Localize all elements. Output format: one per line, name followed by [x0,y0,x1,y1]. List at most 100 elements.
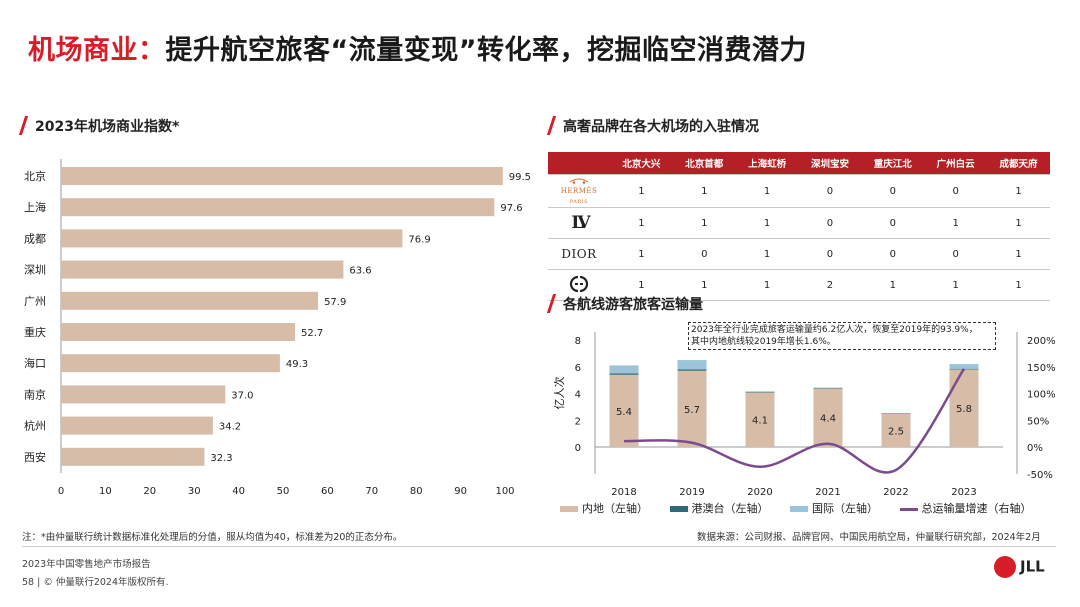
legend-label: 国际（左轴） [812,502,878,515]
bar-segment [813,388,843,447]
traffic-annotation: 2023年全行业完成旅客运输量约6.2亿人次，恢复至2019年的93.9%， 其… [688,322,996,350]
table-cell: 1 [924,207,988,239]
table-cell: 1 [987,238,1050,270]
y-tick-label: 4 [575,390,581,401]
category-label: 海口 [24,356,46,370]
bar-segment [881,413,911,447]
dior-logo-text: DIOR [561,247,597,261]
legend-swatch [669,506,688,512]
table-cell: 1 [987,174,1050,208]
x-tick-label: 100 [495,486,514,497]
footnote: 注：*由仲量联行统计数据标准化处理后的分值，服从均值为40，标准差为20的正态分… [22,532,403,543]
airport-header: 重庆江北 [861,152,925,175]
data-label: 52.7 [301,328,323,339]
hermes-logo-sub: PARIS [569,199,589,205]
traffic-chart: 亿人次 0 2 4 6 8 -50% 0% 50% 100% 150% 200% 5.4 2018 5.7 2… [552,332,1056,498]
x-tick-label: 2023 [951,487,976,498]
bar-segment [609,365,639,374]
data-label: 4.4 [820,414,836,425]
legend-swatch [560,506,578,512]
data-label: 5.7 [684,405,700,416]
data-label: 63.6 [349,266,371,277]
footer-divider [22,546,1056,547]
table-cell: 0 [924,238,988,270]
x-tick-label: 70 [365,486,378,497]
table-cell: 1 [987,207,1050,239]
x-tick-label: 10 [99,486,112,497]
airport-header: 深圳宝安 [798,152,862,175]
page-title: 机场商业：提升航空旅客“流量变现”转化率，挖掘临空消费潜力 [28,28,807,67]
page-title-text: 提升航空旅客“流量变现”转化率，挖掘临空消费潜力 [165,35,807,66]
table-cell: 1 [735,269,799,301]
table-cell: 1 [735,238,799,270]
bar-segment [949,364,979,369]
bar [61,323,295,341]
data-label: 99.5 [509,172,531,183]
y2-tick-label: 150% [1027,363,1056,374]
brand-title: 高奢品牌在各大机场的入驻情况 [563,119,759,135]
bar-segment [881,413,911,414]
legend-item: 总运输量增速（右轴） [899,502,1032,515]
y-axis-label: 亿人次 [552,377,566,410]
category-label: 西安 [24,450,46,464]
table-cell: 1 [861,269,925,301]
x-tick-label: 30 [188,486,201,497]
legend-swatch [790,506,808,512]
legend-label: 内地（左轴） [582,502,648,515]
bar-segment [609,374,639,447]
table-row: 1 1 1 2 1 1 1 [548,269,1050,301]
x-tick-label: 0 [58,486,64,497]
lv-logo: LV [548,207,610,239]
airport-header: 北京大兴 [610,152,673,175]
table-cell: 1 [672,269,736,301]
bar [61,291,319,310]
airport-index-section-title: 2023年机场商业指数* [18,116,180,136]
x-tick-label: 20 [143,486,156,497]
y-tick-label: 6 [575,363,581,374]
legend-item: 港澳台（左轴） [669,502,769,515]
y-tick-label: 8 [575,336,581,347]
airport-header: 上海虹桥 [735,152,799,175]
table-cell: 0 [798,174,862,208]
growth-line [623,368,966,474]
data-label: 32.3 [210,453,232,464]
table-cell: 1 [610,174,673,208]
brand-column-header [548,152,610,175]
table-cell: 0 [861,207,925,239]
airport-index-title: 2023年机场商业指数* [35,119,180,135]
data-label: 5.8 [956,404,972,415]
table-cell: 2 [798,269,862,301]
data-label: 57.9 [324,297,346,308]
table-row: DIOR 1 0 1 0 0 0 1 [548,238,1050,270]
y2-tick-label: 100% [1027,390,1056,401]
jll-logo-icon [994,556,1016,578]
legend-item: 国际（左轴） [790,502,878,515]
category-label: 杭州 [24,419,46,433]
data-label: 49.3 [286,359,308,370]
bar-segment [677,370,707,447]
bar [61,167,503,185]
x-tick-label: 50 [277,486,290,497]
gucci-logo [548,269,610,301]
y-tick-label: 0 [575,443,581,454]
table-cell: 1 [672,174,736,208]
hermes-logo: HERMÈS PARIS [548,174,610,208]
y2-tick-label: 0% [1027,443,1043,454]
legend-item: 内地（左轴） [560,502,648,515]
section-slash-icon [18,116,29,135]
data-label: 2.5 [888,426,904,437]
bar-segment [745,391,775,393]
table-cell: 1 [610,207,673,239]
bar [61,260,344,279]
table-cell: 1 [924,269,988,301]
x-tick-label: 2021 [815,487,840,498]
legend-swatch [899,507,918,511]
brand-table: 北京大兴 北京首都 上海虹桥 深圳宝安 重庆江北 广州白云 成都天府 HERMÈ… [548,152,1050,301]
airport-header: 成都天府 [987,152,1050,175]
table-cell: 1 [987,269,1050,301]
jll-logo-text: JLL [1020,557,1045,576]
y-tick-label: 2 [575,416,581,427]
bar-segment [609,373,639,375]
x-tick-label: 60 [321,486,334,497]
table-cell: 0 [672,238,736,270]
